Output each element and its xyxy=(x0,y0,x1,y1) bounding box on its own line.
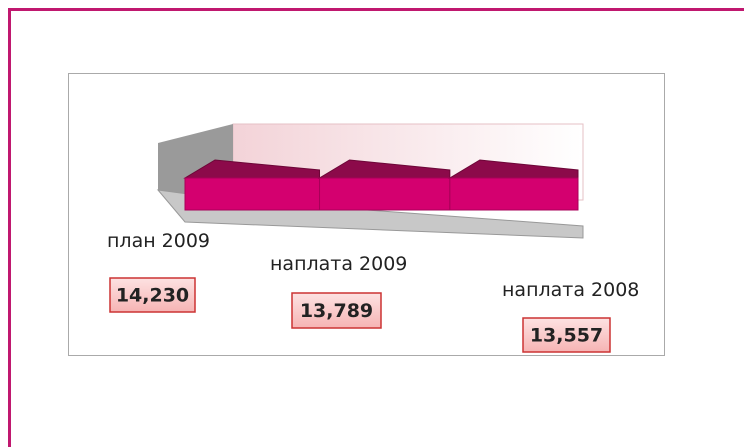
value-label: 14,230 xyxy=(116,285,189,307)
value-label-box xyxy=(522,317,611,353)
bar xyxy=(319,177,451,211)
value-label: 13,789 xyxy=(300,300,373,322)
category-label: план 2009 xyxy=(107,230,210,252)
category-label: наплата 2008 xyxy=(502,279,639,301)
category-label: наплата 2009 xyxy=(270,253,407,275)
frame xyxy=(8,8,744,447)
bar xyxy=(184,177,321,211)
value-label-box xyxy=(109,277,196,313)
value-label: 13,557 xyxy=(530,325,603,347)
bar xyxy=(449,177,579,211)
value-label-box xyxy=(291,292,382,329)
